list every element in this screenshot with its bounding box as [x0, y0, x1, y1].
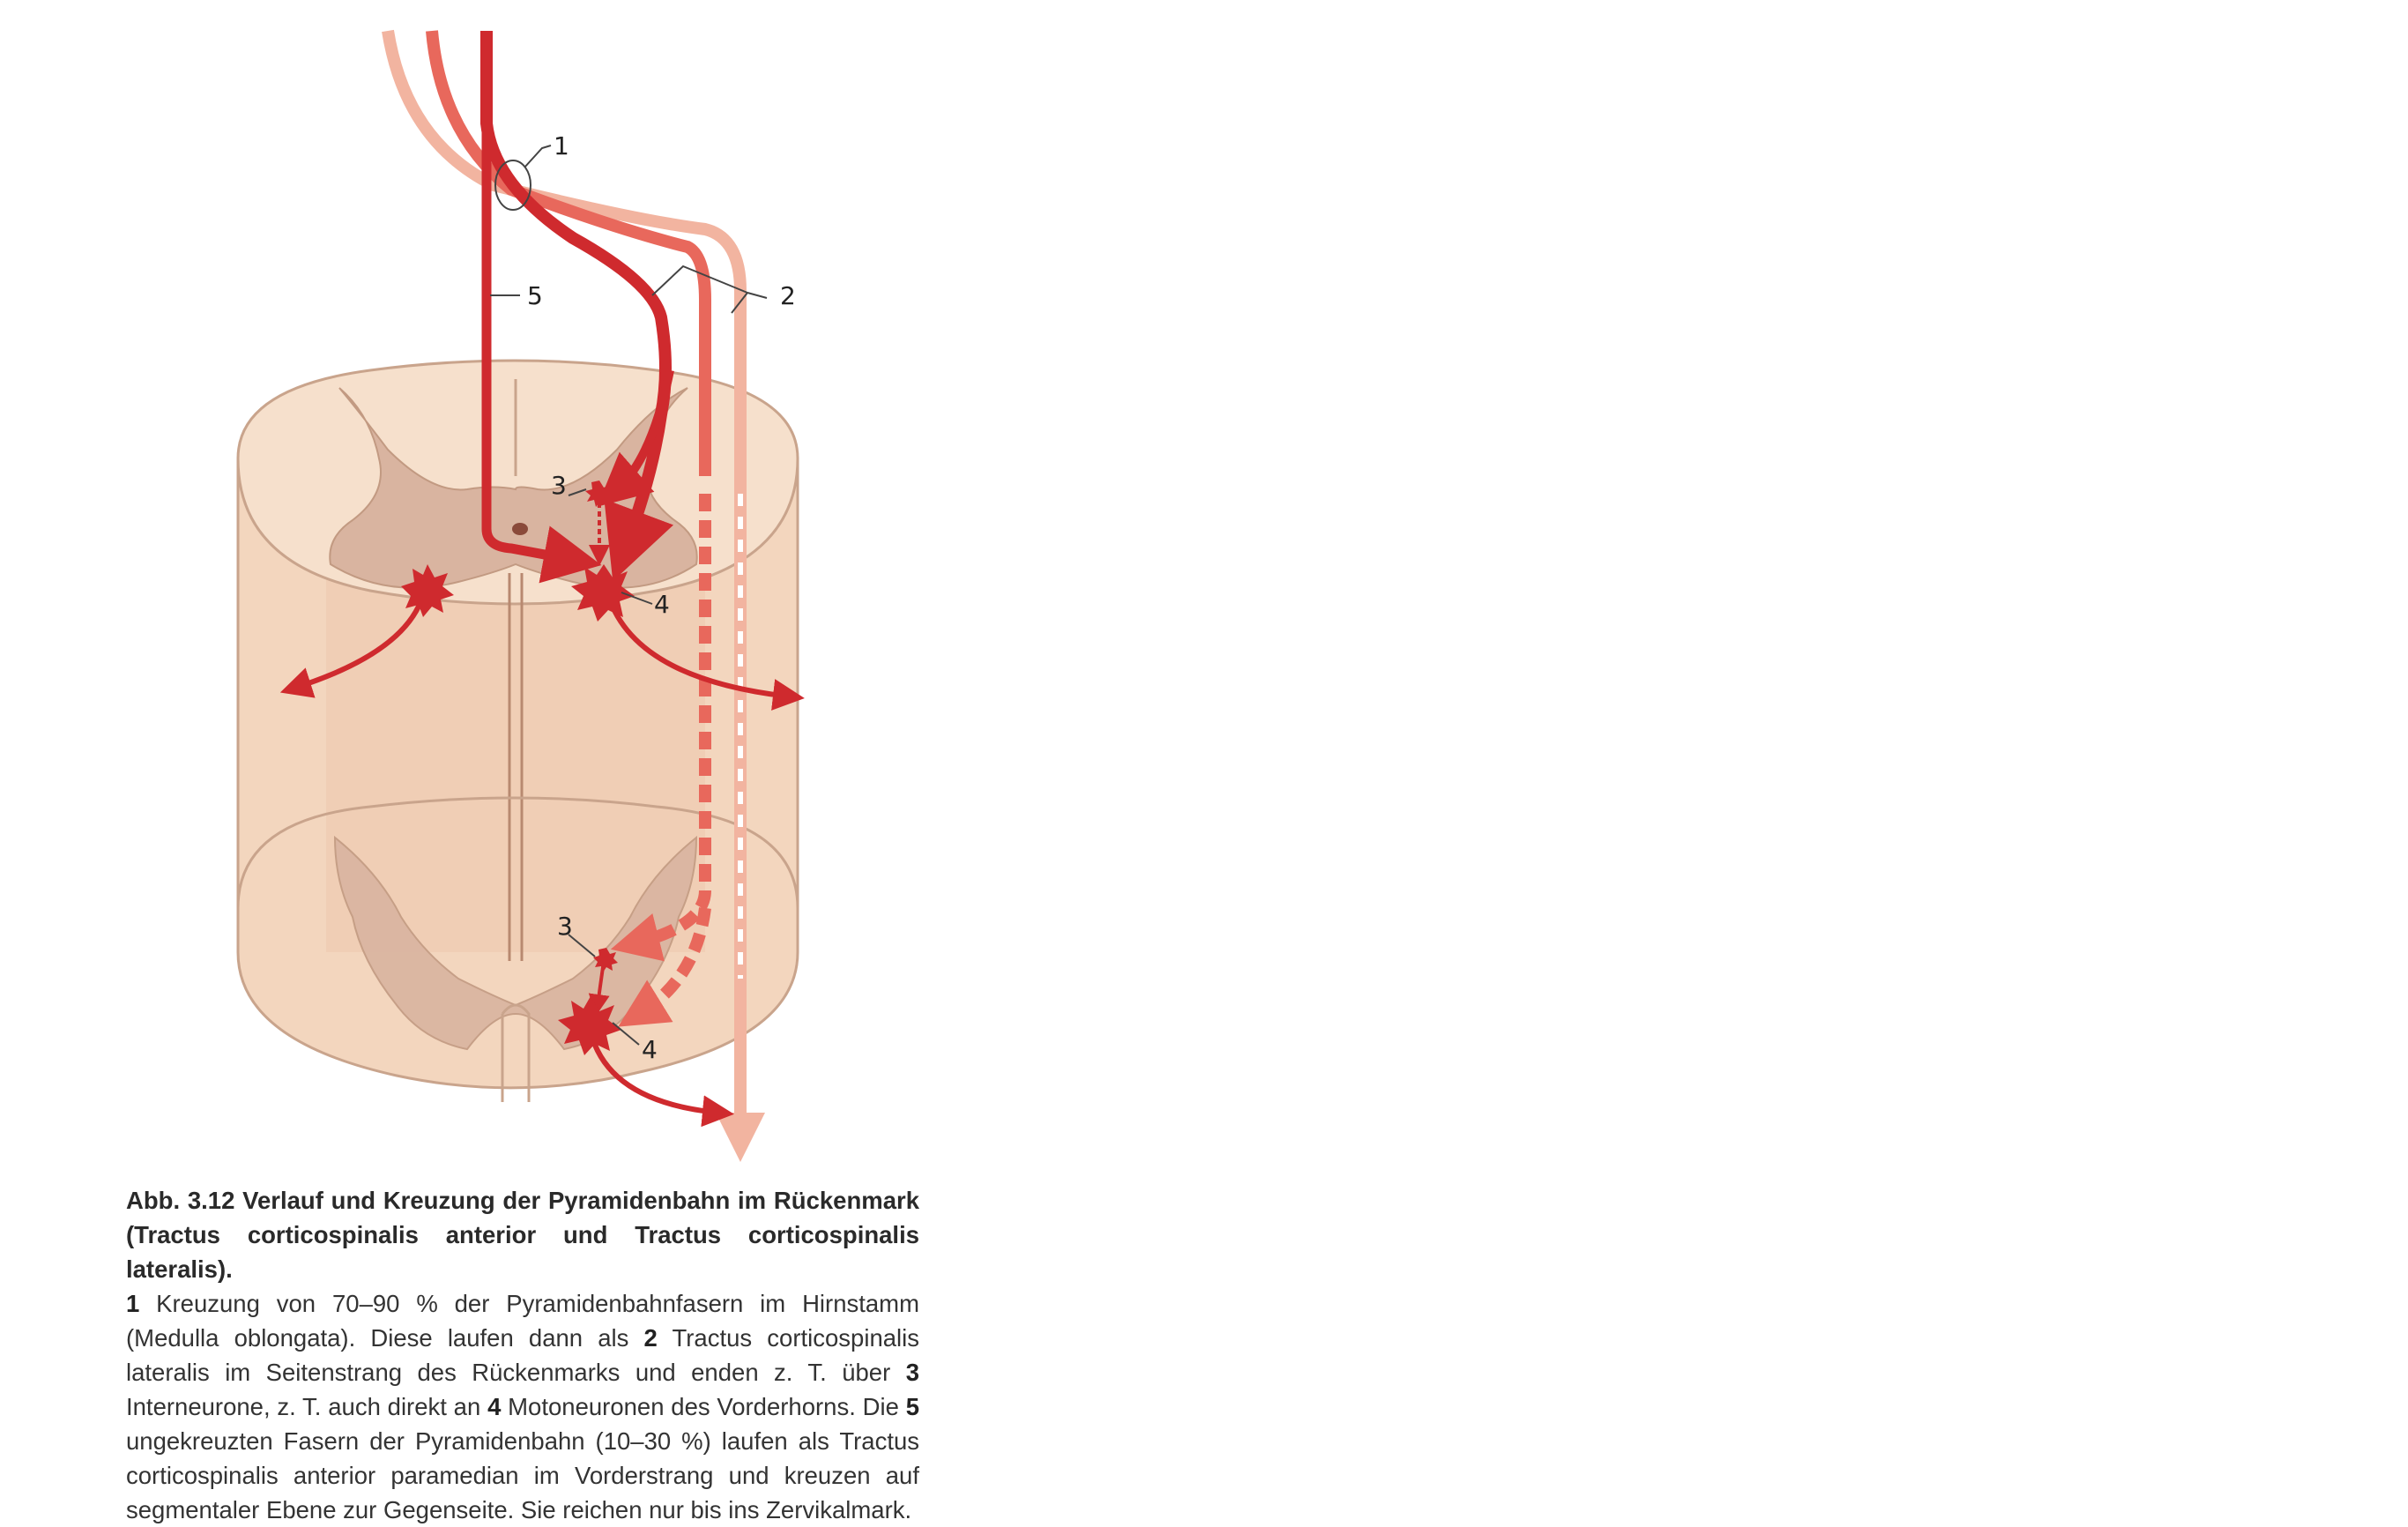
- caption-text-4: Motoneuronen des Vorderhorns. Die: [501, 1393, 906, 1420]
- lateral-tract-mid-dashed: [610, 494, 711, 962]
- motoneuron-right-lower: [558, 996, 621, 1055]
- leader-3-upper: [568, 488, 587, 496]
- label-3-lower: 3: [557, 912, 573, 941]
- lower-motor-output: [588, 1031, 734, 1128]
- caption-heading: Abb. 3.12 Verlauf und Kreuzung der Pyram…: [126, 1187, 919, 1283]
- neurons: [401, 480, 635, 1055]
- spinal-cord: [236, 359, 799, 1102]
- anterior-median-fissure: [508, 573, 524, 961]
- caption-ref-1: 1: [126, 1290, 140, 1317]
- lateral-tract-light: [382, 29, 765, 1162]
- leader-1: [524, 145, 552, 168]
- figure-labels: 1 5 2 3 4 3 4: [527, 131, 796, 1064]
- lower-section-surface: [236, 796, 799, 909]
- lateral-tract-mid: [426, 30, 711, 476]
- caption-ref-5: 5: [905, 1393, 919, 1420]
- label-4-upper: 4: [654, 590, 670, 619]
- cord-inner-shading: [326, 564, 705, 952]
- caption-text-2: Tractus corticospinalis lateralis im Sei…: [126, 1324, 919, 1386]
- label-1: 1: [554, 131, 569, 160]
- leader-2b: [731, 292, 768, 314]
- caption-ref-4: 4: [487, 1393, 502, 1420]
- cord-top-surface: [236, 359, 799, 606]
- label-2: 2: [780, 281, 796, 310]
- lateral-tract-mid-dashed-2: [618, 907, 711, 1027]
- lateral-tract-dark-branch: [597, 369, 674, 507]
- caption-text-5: ungekreuzten Fasern der Pyramidenbahn (1…: [126, 1427, 919, 1523]
- right-motor-output: [606, 594, 805, 711]
- decussation-ring: [494, 160, 531, 211]
- leader-4-lower: [612, 1022, 640, 1046]
- label-5: 5: [527, 281, 543, 310]
- leader-3-lower: [568, 934, 596, 957]
- central-canal: [512, 523, 528, 535]
- figure-caption: Abb. 3.12 Verlauf und Kreuzung der Pyram…: [126, 1183, 919, 1527]
- motoneuron-left: [401, 564, 454, 617]
- label-3-upper: 3: [551, 471, 567, 500]
- caption-ref-2: 2: [643, 1324, 658, 1352]
- left-motor-output: [279, 594, 426, 698]
- label-4-lower: 4: [642, 1035, 658, 1064]
- interneuron-upper: [585, 480, 613, 507]
- pyramidal-tract-diagram: 1 5 2 3 4 3 4: [236, 29, 805, 1162]
- caption-text-1: Kreuzung von 70–90 % der Pyramidenbahnfa…: [126, 1290, 919, 1352]
- caption-text-3: Interneurone, z. T. auch direkt an: [126, 1393, 488, 1420]
- tracts: [279, 29, 805, 1162]
- anterior-tract: [481, 31, 602, 584]
- leader-lines: [490, 145, 768, 1046]
- anterior-fissure-bottom: [501, 1003, 531, 1102]
- motoneuron-right-upper: [571, 564, 635, 622]
- caption-ref-3: 3: [905, 1359, 919, 1386]
- leader-4-upper: [621, 592, 653, 605]
- leader-2a: [651, 264, 748, 296]
- interneuron-lower: [593, 948, 618, 972]
